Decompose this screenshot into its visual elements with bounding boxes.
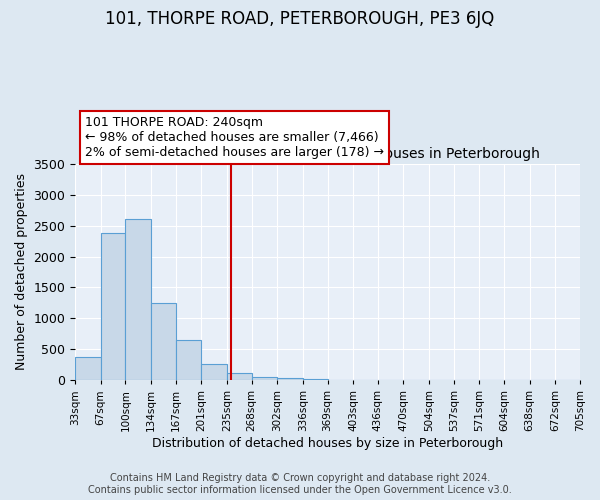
Bar [101,233,125,380]
X-axis label: Distribution of detached houses by size in Peterborough: Distribution of detached houses by size … [152,437,503,450]
Bar [75,357,101,380]
Bar [125,220,151,380]
Bar [151,303,176,380]
Text: 101, THORPE ROAD, PETERBOROUGH, PE3 6JQ: 101, THORPE ROAD, PETERBOROUGH, PE3 6JQ [106,10,494,28]
Bar [277,378,303,380]
Text: 101 THORPE ROAD: 240sqm
← 98% of detached houses are smaller (7,466)
2% of semi-: 101 THORPE ROAD: 240sqm ← 98% of detache… [85,116,384,160]
Title: Size of property relative to detached houses in Peterborough: Size of property relative to detached ho… [116,147,539,161]
Y-axis label: Number of detached properties: Number of detached properties [15,174,28,370]
Bar [227,374,251,380]
Bar [303,378,328,380]
Bar [202,364,227,380]
Text: Contains HM Land Registry data © Crown copyright and database right 2024.
Contai: Contains HM Land Registry data © Crown c… [88,474,512,495]
Bar [251,377,277,380]
Bar [176,340,202,380]
